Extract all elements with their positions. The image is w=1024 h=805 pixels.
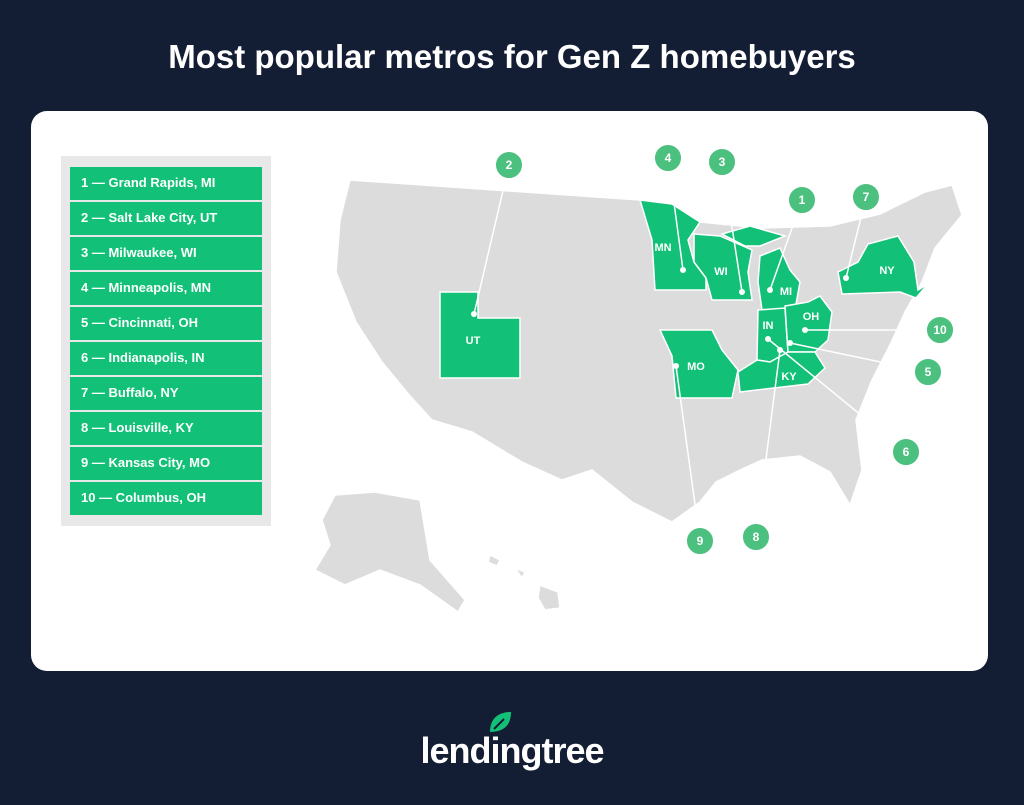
alaska: [313, 491, 466, 614]
legend-item: 5 — Cincinnati, OH: [70, 307, 262, 340]
state-ky: [737, 351, 826, 393]
callout-lines: [473, 157, 940, 542]
state-label-ut: UT: [466, 335, 481, 347]
legend-item: 4 — Minneapolis, MN: [70, 272, 262, 305]
state-label-in: IN: [763, 320, 774, 332]
state-label-mn: MN: [654, 242, 671, 254]
metro-legend: 1 — Grand Rapids, MI 2 — Salt Lake City,…: [61, 156, 271, 526]
state-label-ny: NY: [879, 265, 895, 277]
state-ut: [439, 291, 521, 379]
legend-item: 10 — Columbus, OH: [70, 482, 262, 515]
state-label-oh: OH: [803, 311, 820, 323]
state-mo: [658, 329, 739, 399]
callout-3: 3: [719, 155, 726, 169]
leaf-icon: [490, 712, 511, 732]
state-label-wi: WI: [714, 266, 727, 278]
callout-7: 7: [863, 190, 870, 204]
legend-item: 3 — Milwaukee, WI: [70, 237, 262, 270]
callout-10: 10: [933, 323, 947, 337]
state-ny: [837, 235, 929, 299]
state-label-mi: MI: [780, 286, 792, 298]
hawaii: [487, 553, 561, 611]
state-wi: [693, 233, 753, 301]
page-title: Most popular metros for Gen Z homebuyers: [168, 38, 856, 75]
legend-item: 8 — Louisville, KY: [70, 412, 262, 445]
lendingtree-logo: lendingtree: [0, 710, 1024, 772]
callout-6: 6: [903, 445, 910, 459]
callout-9: 9: [697, 534, 704, 548]
callout-1: 1: [799, 193, 806, 207]
legend-item: 2 — Salt Lake City, UT: [70, 202, 262, 235]
legend-item: 1 — Grand Rapids, MI: [70, 167, 262, 200]
callout-4: 4: [665, 151, 672, 165]
legend-item: 6 — Indianapolis, IN: [70, 342, 262, 375]
us-mainland: [335, 179, 963, 523]
state-label-mo: MO: [687, 361, 705, 373]
legend-item: 9 — Kansas City, MO: [70, 447, 262, 480]
callout-8: 8: [753, 530, 760, 544]
callout-2: 2: [506, 158, 513, 172]
legend-item: 7 — Buffalo, NY: [70, 377, 262, 410]
callout-5: 5: [925, 365, 932, 379]
metro-dots: [471, 267, 849, 369]
state-label-ky: KY: [781, 371, 797, 383]
state-mi: [719, 225, 801, 311]
